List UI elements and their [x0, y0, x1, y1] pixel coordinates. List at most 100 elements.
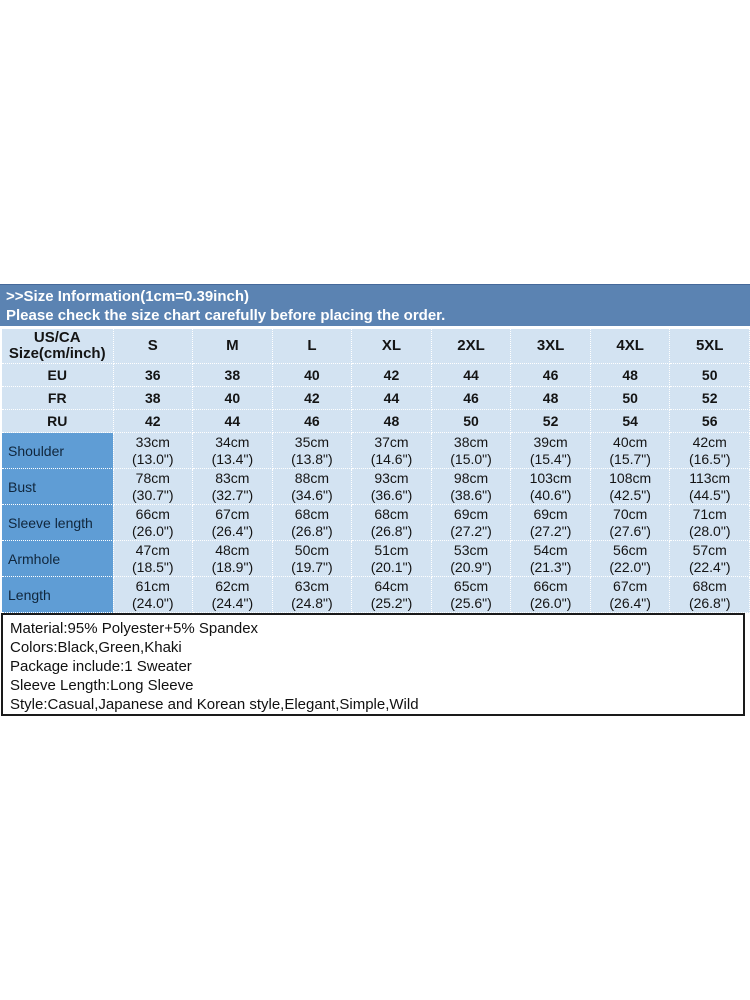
measure-inch-value: (25.6") — [450, 594, 492, 611]
measure-cm-value: 48cm — [215, 541, 250, 558]
measure-inch-value: (26.8") — [291, 522, 333, 539]
size-column-header: XL — [351, 328, 432, 364]
measure-value-cell: 65cm (25.6") — [430, 576, 512, 613]
measure-value-cell: 35cm (13.8") — [271, 432, 353, 469]
measure-cm-value: 103cm — [529, 469, 572, 486]
measure-value-cell: 67cm (26.4") — [589, 576, 671, 613]
measure-cm-value: 54cm — [533, 541, 568, 558]
measure-row-label: Length — [0, 576, 114, 613]
measure-cm-value: 67cm — [215, 505, 250, 522]
measure-inch-value: (16.5") — [688, 450, 731, 467]
region-value-cell: 50 — [430, 409, 512, 433]
region-row: EU 36 38 40 42 44 46 48 50 — [0, 363, 750, 387]
size-column-header: 3XL — [510, 328, 591, 364]
size-table-header-row: US/CA Size(cm/inch) S M L XL 2XL 3XL 4XL 5XL — [0, 328, 750, 364]
measure-row: Length 61cm (24.0") 62cm (24.4") 63cm (24.8") 6… — [0, 576, 750, 613]
measure-cm-value: 37cm — [374, 433, 409, 450]
measure-value-cell: 61cm (24.0") — [112, 576, 194, 613]
measure-value-cell: 103cm (40.6") — [510, 468, 591, 505]
measure-cm-value: 98cm — [453, 469, 489, 486]
measure-inch-value: (27.6") — [609, 522, 651, 539]
measure-value-cell: 56cm (22.0") — [589, 540, 671, 577]
measure-inch-value: (24.4") — [211, 594, 254, 611]
region-row: FR 38 40 42 44 46 48 50 52 — [0, 386, 750, 410]
detail-line: Colors:Black,Green,Khaki — [10, 639, 182, 656]
measure-value-cell: 42cm (16.5") — [669, 432, 750, 469]
measure-cm-value: 69cm — [533, 505, 568, 522]
measure-value-cell: 71cm (28.0") — [669, 504, 750, 541]
measure-cm-value: 40cm — [613, 433, 648, 450]
measure-cm-value: 42cm — [692, 433, 727, 450]
product-details-box: Material:95% Polyester+5% Spandex Colors:… — [1, 613, 745, 716]
measure-value-cell: 66cm (26.0") — [112, 504, 194, 541]
region-value-cell: 50 — [669, 363, 750, 387]
size-column-header: 4XL — [589, 328, 671, 364]
measure-value-cell: 37cm (14.6") — [351, 432, 432, 469]
measure-inch-value: (18.9") — [211, 558, 254, 575]
region-value-cell: 46 — [430, 386, 512, 410]
measure-value-cell: 66cm (26.0") — [510, 576, 591, 613]
measure-value-cell: 69cm (27.2") — [510, 504, 591, 541]
region-value-cell: 42 — [271, 386, 353, 410]
measure-cm-value: 33cm — [135, 433, 170, 450]
region-value-cell: 40 — [192, 386, 273, 410]
measure-inch-value: (24.8") — [291, 594, 333, 611]
measure-cm-value: 108cm — [609, 469, 652, 486]
measure-value-cell: 34cm (13.4") — [192, 432, 273, 469]
size-table-body: EU 36 38 40 42 44 46 48 50 FR 38 40 42 44 46 48 50 52 RU 42… — [0, 363, 750, 613]
measure-inch-value: (42.5") — [609, 486, 651, 503]
measure-value-cell: 38cm (15.0") — [430, 432, 512, 469]
measure-inch-value: (15.7") — [609, 450, 651, 467]
measure-inch-value: (20.1") — [370, 558, 413, 575]
measure-inch-value: (32.7") — [211, 486, 254, 503]
measure-inch-value: (26.4") — [609, 594, 651, 611]
measure-row: Armhole 47cm (18.5") 48cm (18.9") 50cm (19.7")… — [0, 540, 750, 577]
measure-inch-value: (15.4") — [529, 450, 572, 467]
measure-cm-value: 53cm — [453, 541, 489, 558]
measure-cm-value: 68cm — [374, 505, 409, 522]
detail-line: Sleeve Length:Long Sleeve — [10, 677, 194, 694]
region-row-label: FR — [0, 386, 114, 410]
measure-cm-value: 66cm — [533, 577, 568, 594]
measure-cm-value: 67cm — [613, 577, 648, 594]
region-value-cell: 40 — [271, 363, 353, 387]
measure-cm-value: 66cm — [135, 505, 170, 522]
region-value-cell: 44 — [192, 409, 273, 433]
measure-value-cell: 108cm (42.5") — [589, 468, 671, 505]
measure-value-cell: 68cm (26.8") — [271, 504, 353, 541]
measure-cm-value: 83cm — [215, 469, 250, 486]
measure-value-cell: 70cm (27.6") — [589, 504, 671, 541]
size-column-header: M — [192, 328, 273, 364]
measure-cm-value: 47cm — [135, 541, 170, 558]
measure-cm-value: 57cm — [692, 541, 727, 558]
measure-inch-value: (13.8") — [291, 450, 333, 467]
measure-value-cell: 57cm (22.4") — [669, 540, 750, 577]
measure-cm-value: 68cm — [692, 577, 727, 594]
region-value-cell: 48 — [351, 409, 432, 433]
measure-inch-value: (18.5") — [132, 558, 174, 575]
measure-value-cell: 33cm (13.0") — [112, 432, 194, 469]
measure-cm-value: 39cm — [533, 433, 568, 450]
measure-inch-value: (14.6") — [370, 450, 413, 467]
region-value-cell: 46 — [510, 363, 591, 387]
measure-value-cell: 98cm (38.6") — [430, 468, 512, 505]
measure-inch-value: (19.7") — [291, 558, 333, 575]
size-column-header: L — [271, 328, 353, 364]
measure-inch-value: (26.4") — [211, 522, 254, 539]
measure-inch-value: (34.6") — [291, 486, 333, 503]
measure-cm-value: 63cm — [294, 577, 330, 594]
size-column-header: S — [112, 328, 194, 364]
measure-cm-value: 78cm — [135, 469, 170, 486]
measure-inch-value: (28.0") — [688, 522, 731, 539]
measure-cm-value: 69cm — [453, 505, 489, 522]
measure-value-cell: 88cm (34.6") — [271, 468, 353, 505]
measure-cm-value: 113cm — [689, 469, 731, 486]
measure-cm-value: 88cm — [294, 469, 330, 486]
banner-subtitle: Please check the size chart carefully be… — [6, 307, 446, 324]
size-table: US/CA Size(cm/inch) S M L XL 2XL 3XL 4XL 5XL EU… — [0, 328, 750, 613]
region-value-cell: 56 — [669, 409, 750, 433]
region-value-cell: 54 — [589, 409, 671, 433]
region-value-cell: 44 — [351, 386, 432, 410]
measure-cm-value: 71cm — [692, 505, 727, 522]
region-row: RU 42 44 46 48 50 52 54 56 — [0, 409, 750, 433]
